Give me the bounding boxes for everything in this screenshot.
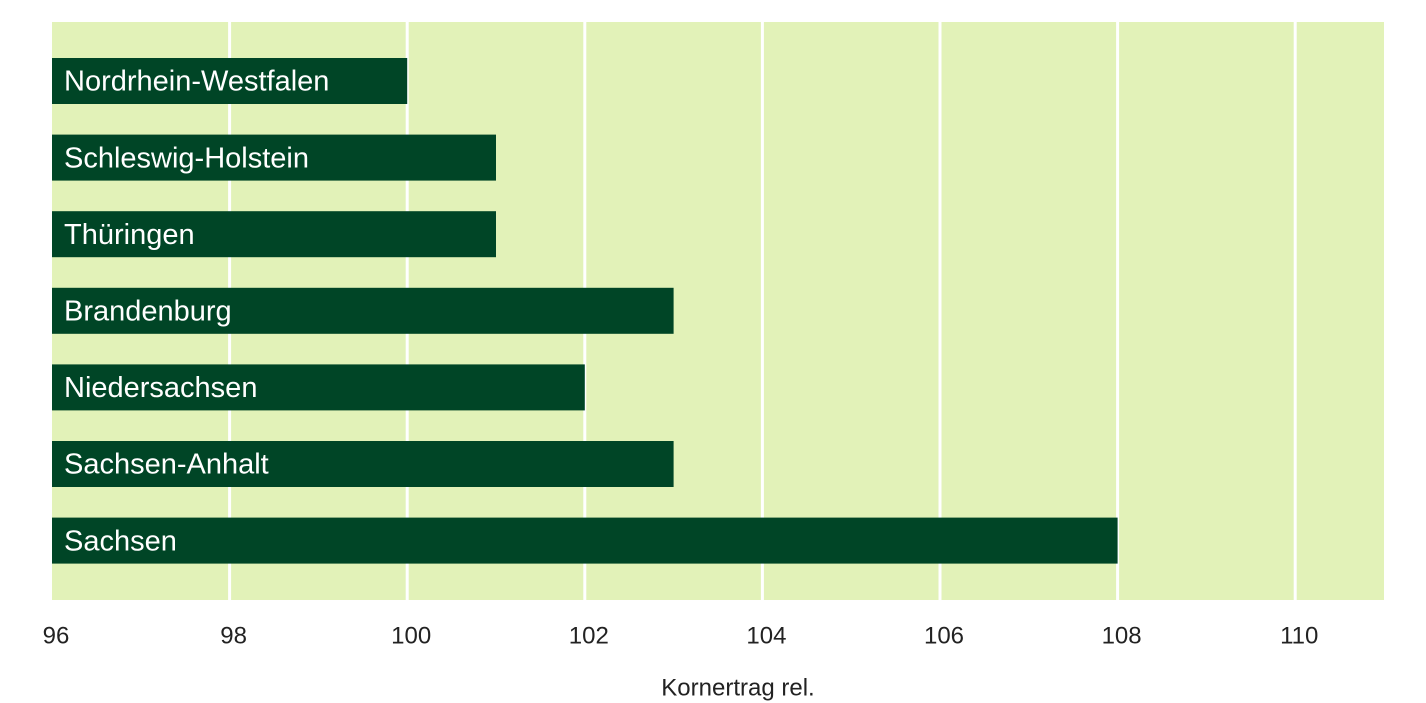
bar [52, 517, 1118, 564]
bar [52, 287, 674, 334]
category-label: Brandenburg [64, 295, 232, 327]
category-label: Nordrhein-Westfalen [64, 66, 329, 98]
category-label: Thüringen [64, 219, 195, 251]
x-tick-label: 100 [391, 622, 431, 649]
x-tick-label: 104 [746, 622, 786, 649]
category-label: Sachsen-Anhalt [64, 449, 269, 481]
x-tick-label: 102 [569, 622, 609, 649]
x-tick-label: 106 [924, 622, 964, 649]
x-tick-label: 108 [1102, 622, 1142, 649]
bar [52, 211, 496, 258]
bar [52, 134, 496, 181]
x-tick-label: 96 [43, 622, 70, 649]
x-axis-label: Kornertrag rel. [661, 674, 814, 701]
x-tick-label: 110 [1280, 622, 1318, 649]
x-tick-label: 98 [220, 622, 247, 649]
category-label: Sachsen [64, 525, 177, 557]
category-label: Niedersachsen [64, 372, 257, 404]
bar [52, 364, 585, 411]
category-label: Schleswig-Holstein [64, 142, 309, 174]
bar [52, 441, 674, 487]
bar [52, 58, 408, 104]
